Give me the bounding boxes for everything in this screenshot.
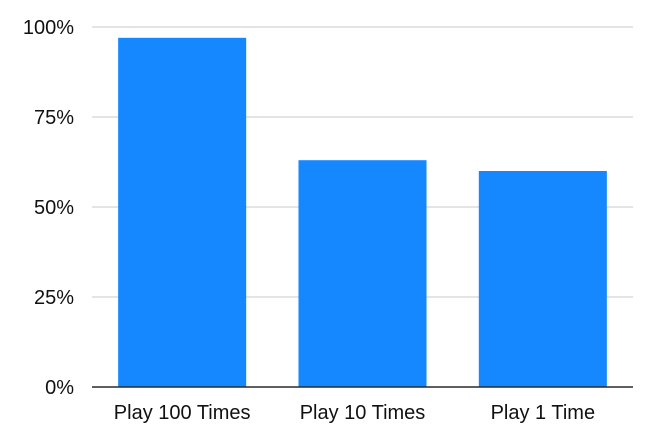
y-axis-tick-labels: 0% 25% 50% 75% 100% bbox=[23, 17, 74, 399]
bar bbox=[478, 171, 607, 387]
y-tick-label: 75% bbox=[34, 107, 74, 129]
y-tick-label: 0% bbox=[45, 377, 74, 399]
x-category-label: Play 1 Time bbox=[491, 402, 595, 424]
y-tick-label: 50% bbox=[34, 197, 74, 219]
y-tick-label: 100% bbox=[23, 17, 74, 39]
bars bbox=[118, 37, 607, 388]
x-category-label: Play 10 Times bbox=[300, 402, 426, 424]
bar bbox=[118, 37, 247, 388]
y-tick-label: 25% bbox=[34, 287, 74, 309]
x-category-label: Play 100 Times bbox=[114, 402, 251, 424]
x-axis-category-labels: Play 100 Times Play 10 Times Play 1 Time bbox=[114, 402, 595, 424]
bar bbox=[298, 160, 427, 387]
